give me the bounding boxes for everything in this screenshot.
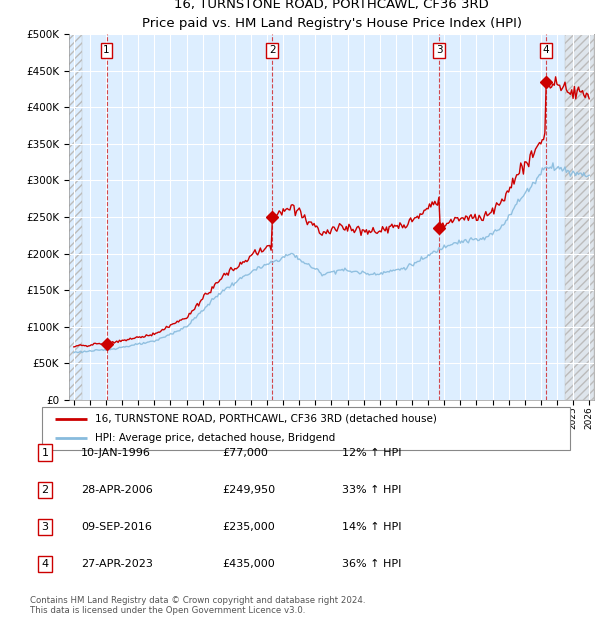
Text: 36% ↑ HPI: 36% ↑ HPI — [342, 559, 401, 569]
Text: 3: 3 — [436, 45, 443, 55]
Text: HPI: Average price, detached house, Bridgend: HPI: Average price, detached house, Brid… — [95, 433, 335, 443]
Text: 4: 4 — [41, 559, 49, 569]
Text: 27-APR-2023: 27-APR-2023 — [81, 559, 153, 569]
Text: £77,000: £77,000 — [222, 448, 268, 458]
Text: 2: 2 — [269, 45, 275, 55]
Text: £235,000: £235,000 — [222, 522, 275, 532]
Text: 1: 1 — [103, 45, 110, 55]
Text: 2: 2 — [41, 485, 49, 495]
Text: 10-JAN-1996: 10-JAN-1996 — [81, 448, 151, 458]
FancyBboxPatch shape — [42, 407, 570, 450]
Text: 4: 4 — [542, 45, 550, 55]
Text: 09-SEP-2016: 09-SEP-2016 — [81, 522, 152, 532]
Text: 28-APR-2006: 28-APR-2006 — [81, 485, 153, 495]
Text: 3: 3 — [41, 522, 49, 532]
Text: £249,950: £249,950 — [222, 485, 275, 495]
Text: £435,000: £435,000 — [222, 559, 275, 569]
Text: Contains HM Land Registry data © Crown copyright and database right 2024.
This d: Contains HM Land Registry data © Crown c… — [30, 596, 365, 615]
Text: 16, TURNSTONE ROAD, PORTHCAWL, CF36 3RD (detached house): 16, TURNSTONE ROAD, PORTHCAWL, CF36 3RD … — [95, 414, 437, 423]
Text: 1: 1 — [41, 448, 49, 458]
Text: 14% ↑ HPI: 14% ↑ HPI — [342, 522, 401, 532]
Text: 33% ↑ HPI: 33% ↑ HPI — [342, 485, 401, 495]
Title: 16, TURNSTONE ROAD, PORTHCAWL, CF36 3RD
Price paid vs. HM Land Registry's House : 16, TURNSTONE ROAD, PORTHCAWL, CF36 3RD … — [142, 0, 521, 30]
Text: 12% ↑ HPI: 12% ↑ HPI — [342, 448, 401, 458]
